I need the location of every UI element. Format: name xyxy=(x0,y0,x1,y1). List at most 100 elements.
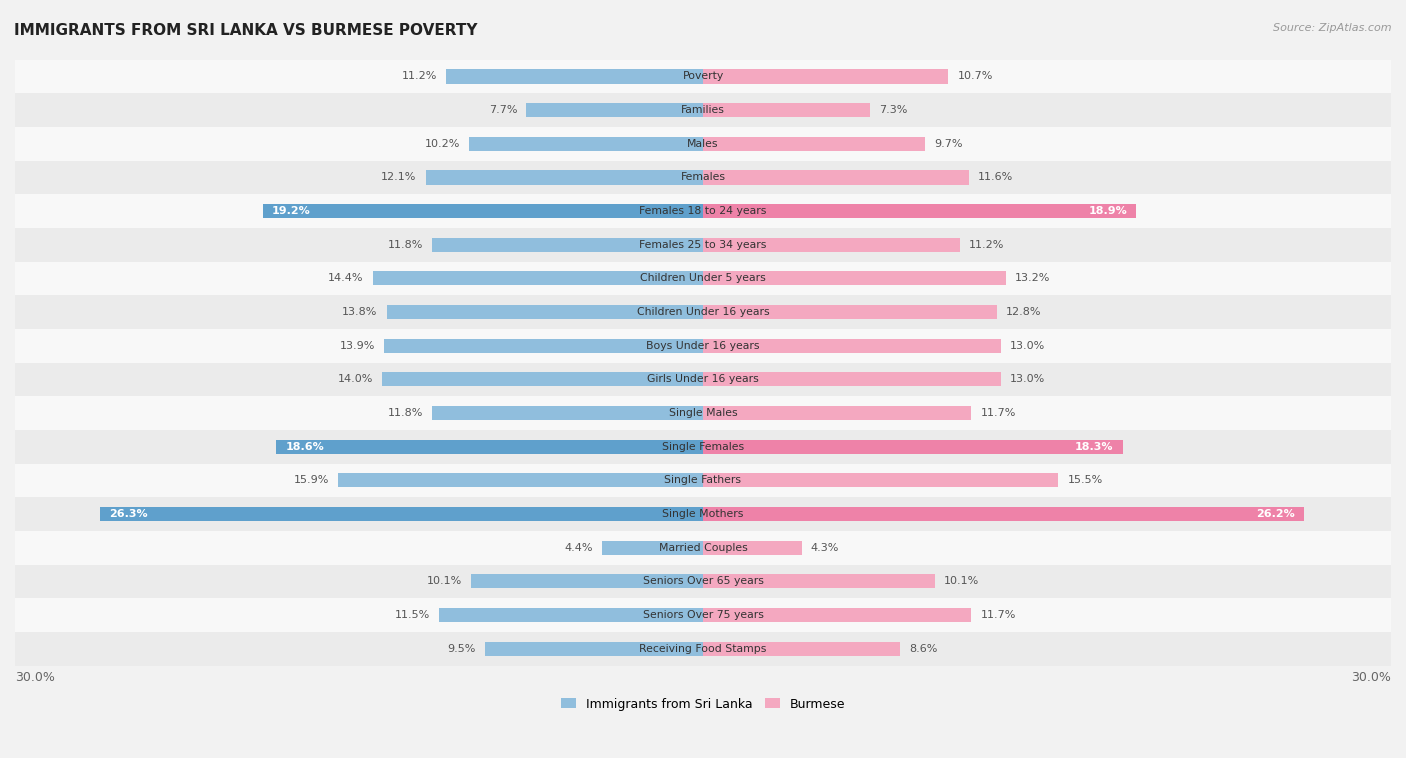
Text: Poverty: Poverty xyxy=(682,71,724,81)
Text: Males: Males xyxy=(688,139,718,149)
Text: 11.7%: 11.7% xyxy=(980,610,1017,620)
Bar xyxy=(703,204,1136,218)
Bar xyxy=(439,608,703,622)
Text: 12.8%: 12.8% xyxy=(1005,307,1042,317)
Text: Females 25 to 34 years: Females 25 to 34 years xyxy=(640,240,766,249)
Bar xyxy=(15,598,1391,632)
Bar xyxy=(703,540,801,555)
Text: 11.6%: 11.6% xyxy=(979,172,1014,183)
Bar xyxy=(471,575,703,588)
Text: 4.4%: 4.4% xyxy=(564,543,593,553)
Bar xyxy=(15,60,1391,93)
Bar xyxy=(263,204,703,218)
Bar xyxy=(703,507,1303,521)
Bar xyxy=(703,641,900,656)
Bar xyxy=(15,228,1391,262)
Bar xyxy=(339,473,703,487)
Text: Single Fathers: Single Fathers xyxy=(665,475,741,485)
Text: 26.3%: 26.3% xyxy=(110,509,148,519)
Text: 9.7%: 9.7% xyxy=(935,139,963,149)
Bar xyxy=(433,406,703,420)
Text: 13.8%: 13.8% xyxy=(342,307,377,317)
Text: 11.5%: 11.5% xyxy=(395,610,430,620)
Bar xyxy=(15,464,1391,497)
Text: 14.4%: 14.4% xyxy=(328,274,364,283)
Text: 18.6%: 18.6% xyxy=(285,442,325,452)
Bar xyxy=(15,565,1391,598)
Bar xyxy=(446,70,703,83)
Bar xyxy=(703,440,1122,454)
Text: Single Females: Single Females xyxy=(662,442,744,452)
Text: Children Under 5 years: Children Under 5 years xyxy=(640,274,766,283)
Text: Single Mothers: Single Mothers xyxy=(662,509,744,519)
Bar xyxy=(703,70,949,83)
Bar xyxy=(703,271,1005,286)
Text: 11.8%: 11.8% xyxy=(388,240,423,249)
Bar xyxy=(277,440,703,454)
Bar xyxy=(602,540,703,555)
Text: Single Males: Single Males xyxy=(669,408,737,418)
Text: 19.2%: 19.2% xyxy=(271,206,311,216)
Bar xyxy=(703,103,870,117)
Text: 11.7%: 11.7% xyxy=(980,408,1017,418)
Text: 11.2%: 11.2% xyxy=(969,240,1004,249)
Text: 11.8%: 11.8% xyxy=(388,408,423,418)
Bar xyxy=(15,430,1391,464)
Text: 13.0%: 13.0% xyxy=(1011,374,1046,384)
Bar xyxy=(384,339,703,352)
Text: 13.9%: 13.9% xyxy=(340,341,375,351)
Text: Boys Under 16 years: Boys Under 16 years xyxy=(647,341,759,351)
Text: 10.1%: 10.1% xyxy=(427,576,463,587)
Bar xyxy=(15,262,1391,296)
Bar xyxy=(703,473,1059,487)
Bar xyxy=(15,296,1391,329)
Bar xyxy=(703,608,972,622)
Text: 13.2%: 13.2% xyxy=(1015,274,1050,283)
Text: IMMIGRANTS FROM SRI LANKA VS BURMESE POVERTY: IMMIGRANTS FROM SRI LANKA VS BURMESE POV… xyxy=(14,23,478,38)
Bar xyxy=(373,271,703,286)
Text: 18.3%: 18.3% xyxy=(1076,442,1114,452)
Text: 15.5%: 15.5% xyxy=(1067,475,1102,485)
Text: 7.7%: 7.7% xyxy=(489,105,517,115)
Bar xyxy=(703,339,1001,352)
Text: 30.0%: 30.0% xyxy=(15,671,55,684)
Text: Seniors Over 75 years: Seniors Over 75 years xyxy=(643,610,763,620)
Text: Receiving Food Stamps: Receiving Food Stamps xyxy=(640,644,766,653)
Bar xyxy=(703,136,925,151)
Bar xyxy=(387,305,703,319)
Text: 7.3%: 7.3% xyxy=(880,105,908,115)
Bar xyxy=(703,575,935,588)
Text: 12.1%: 12.1% xyxy=(381,172,416,183)
Text: Females 18 to 24 years: Females 18 to 24 years xyxy=(640,206,766,216)
Text: Females: Females xyxy=(681,172,725,183)
Text: 30.0%: 30.0% xyxy=(1351,671,1391,684)
Text: Married Couples: Married Couples xyxy=(658,543,748,553)
Text: Source: ZipAtlas.com: Source: ZipAtlas.com xyxy=(1274,23,1392,33)
Bar xyxy=(15,396,1391,430)
Text: 15.9%: 15.9% xyxy=(294,475,329,485)
Text: 14.0%: 14.0% xyxy=(337,374,373,384)
Text: Families: Families xyxy=(681,105,725,115)
Bar xyxy=(15,632,1391,666)
Bar xyxy=(703,406,972,420)
Bar xyxy=(15,93,1391,127)
Bar xyxy=(426,171,703,184)
Text: 18.9%: 18.9% xyxy=(1088,206,1128,216)
Bar xyxy=(15,127,1391,161)
Text: Girls Under 16 years: Girls Under 16 years xyxy=(647,374,759,384)
Bar xyxy=(15,161,1391,194)
Bar xyxy=(15,362,1391,396)
Bar xyxy=(15,531,1391,565)
Bar xyxy=(526,103,703,117)
Text: 10.7%: 10.7% xyxy=(957,71,993,81)
Bar xyxy=(703,238,960,252)
Text: 8.6%: 8.6% xyxy=(910,644,938,653)
Bar xyxy=(433,238,703,252)
Bar xyxy=(15,497,1391,531)
Text: 4.3%: 4.3% xyxy=(811,543,839,553)
Text: 9.5%: 9.5% xyxy=(447,644,477,653)
Bar xyxy=(703,305,997,319)
Text: Seniors Over 65 years: Seniors Over 65 years xyxy=(643,576,763,587)
Bar xyxy=(485,641,703,656)
Text: 13.0%: 13.0% xyxy=(1011,341,1046,351)
